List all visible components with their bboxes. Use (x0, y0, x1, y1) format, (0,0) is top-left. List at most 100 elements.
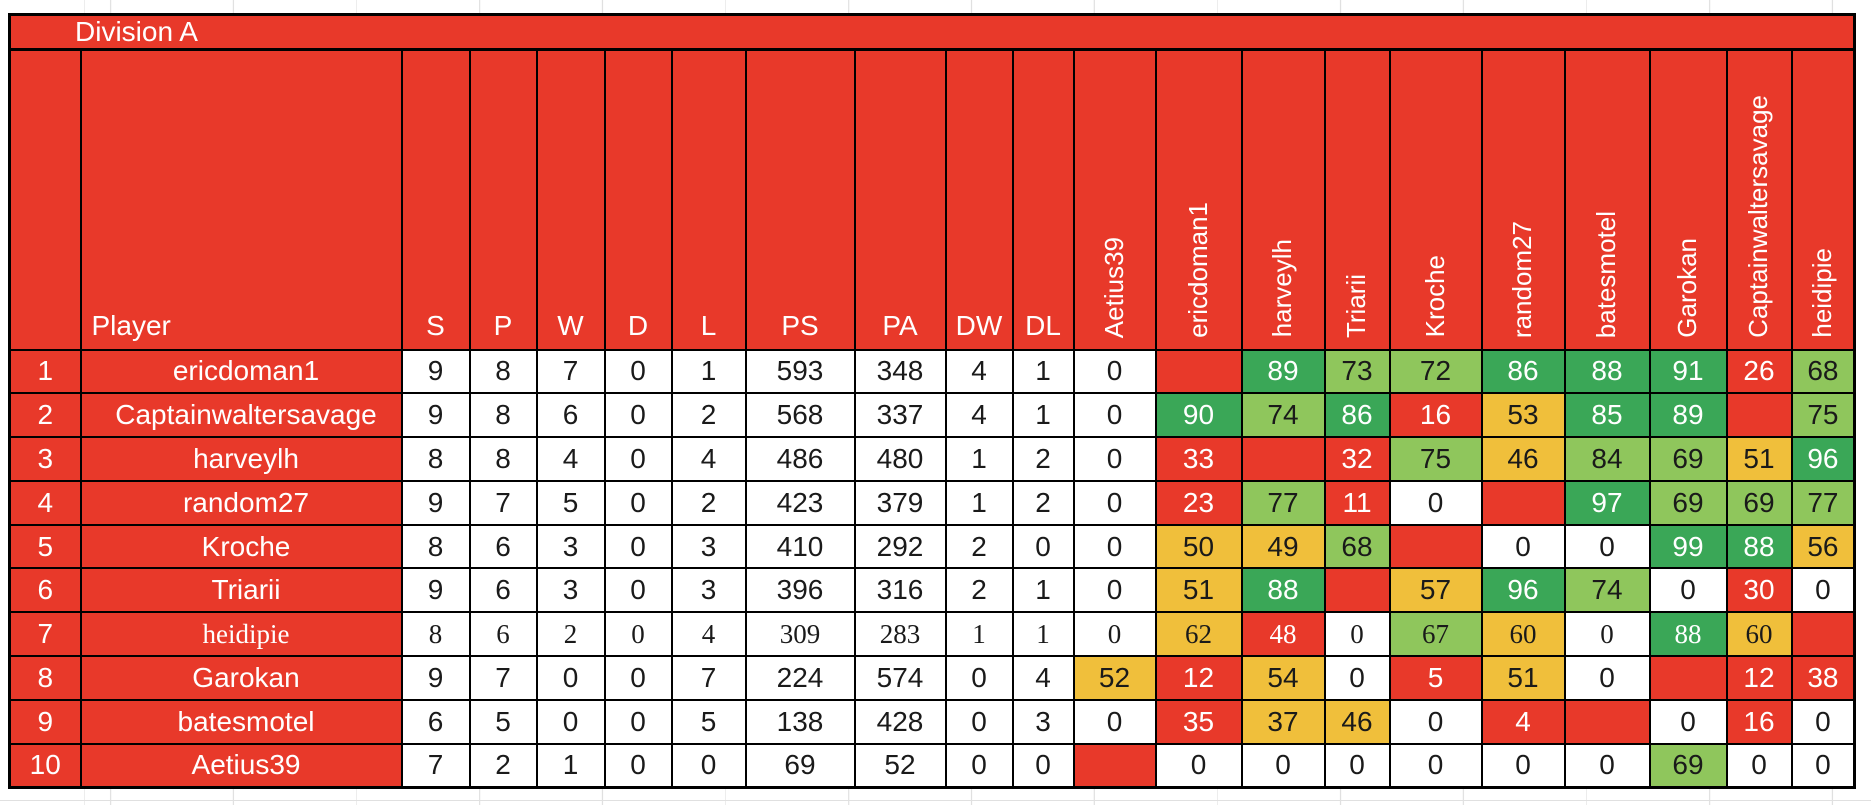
result-cell-vs-Aetius39[interactable]: 0 (1072, 698, 1157, 745)
stat-cell-D[interactable]: 0 (603, 655, 673, 701)
result-cell-vs-Kroche[interactable]: 0 (1388, 479, 1483, 526)
self-diagonal-cell[interactable] (1154, 348, 1243, 395)
stat-cell-L[interactable]: 0 (670, 742, 747, 789)
result-cell-vs-random27[interactable]: 46 (1480, 436, 1566, 482)
opponent-column-header-harveylh[interactable]: harveylh (1240, 48, 1326, 351)
stat-cell-S[interactable]: 9 (400, 348, 471, 395)
result-cell-vs-Triarii[interactable]: 86 (1323, 392, 1391, 439)
stat-cell-DL[interactable]: 0 (1011, 742, 1075, 789)
stat-cell-S[interactable]: 9 (400, 567, 471, 614)
result-cell-vs-random27[interactable]: 51 (1480, 655, 1566, 701)
stat-cell-W[interactable]: 5 (535, 479, 606, 526)
stat-cell-D[interactable]: 0 (603, 698, 673, 745)
self-diagonal-cell[interactable] (1072, 742, 1157, 789)
stat-cell-PA[interactable]: 379 (853, 479, 947, 526)
result-cell-vs-harveylh[interactable]: 88 (1240, 567, 1326, 614)
result-cell-vs-heidipie[interactable]: 0 (1790, 698, 1856, 745)
division-title[interactable]: Division A (7, 13, 1857, 51)
stat-cell-S[interactable]: 8 (400, 523, 471, 570)
stat-cell-S[interactable]: 9 (400, 655, 471, 701)
stat-column-header-DW[interactable]: DW (944, 48, 1014, 351)
result-cell-vs-ericdoman1[interactable]: 12 (1154, 655, 1243, 701)
result-cell-vs-random27[interactable]: 53 (1480, 392, 1566, 439)
result-cell-vs-Kroche[interactable]: 16 (1388, 392, 1483, 439)
stat-cell-W[interactable]: 3 (535, 523, 606, 570)
self-diagonal-cell[interactable] (1790, 611, 1856, 658)
rank-cell[interactable]: 6 (8, 567, 82, 614)
player-name-cell[interactable]: Triarii (79, 567, 403, 614)
result-cell-vs-Aetius39[interactable]: 0 (1072, 567, 1157, 614)
stat-cell-L[interactable]: 2 (670, 479, 747, 526)
result-cell-vs-harveylh[interactable]: 0 (1240, 742, 1326, 789)
result-cell-vs-Triarii[interactable]: 32 (1323, 436, 1391, 482)
stat-cell-S[interactable]: 8 (400, 611, 471, 658)
stat-cell-DL[interactable]: 1 (1011, 611, 1075, 658)
opponent-column-header-heidipie[interactable]: heidipie (1790, 48, 1856, 351)
stat-cell-P[interactable]: 5 (468, 698, 538, 745)
stat-cell-DL[interactable]: 4 (1011, 655, 1075, 701)
stat-cell-P[interactable]: 7 (468, 479, 538, 526)
result-cell-vs-heidipie[interactable]: 0 (1790, 742, 1856, 789)
result-cell-vs-Garokan[interactable]: 69 (1648, 479, 1728, 526)
stat-cell-DW[interactable]: 4 (944, 348, 1014, 395)
stat-cell-DW[interactable]: 0 (944, 655, 1014, 701)
result-cell-vs-Captainwaltersavage[interactable]: 16 (1725, 698, 1793, 745)
result-cell-vs-Garokan[interactable]: 0 (1648, 567, 1728, 614)
stat-cell-PS[interactable]: 224 (744, 655, 856, 701)
stat-cell-DW[interactable]: 0 (944, 742, 1014, 789)
result-cell-vs-Kroche[interactable]: 57 (1388, 567, 1483, 614)
stat-cell-W[interactable]: 6 (535, 392, 606, 439)
stat-cell-PA[interactable]: 480 (853, 436, 947, 482)
stat-cell-D[interactable]: 0 (603, 523, 673, 570)
self-diagonal-cell[interactable] (1725, 392, 1793, 439)
opponent-column-header-Aetius39[interactable]: Aetius39 (1072, 48, 1157, 351)
result-cell-vs-random27[interactable]: 86 (1480, 348, 1566, 395)
stat-column-header-PA[interactable]: PA (853, 48, 947, 351)
result-cell-vs-Garokan[interactable]: 88 (1648, 611, 1728, 658)
result-cell-vs-batesmotel[interactable]: 88 (1563, 348, 1651, 395)
stat-cell-L[interactable]: 3 (670, 523, 747, 570)
result-cell-vs-Garokan[interactable]: 0 (1648, 698, 1728, 745)
stat-cell-DL[interactable]: 3 (1011, 698, 1075, 745)
stat-cell-P[interactable]: 8 (468, 348, 538, 395)
result-cell-vs-Aetius39[interactable]: 52 (1072, 655, 1157, 701)
stat-cell-DW[interactable]: 0 (944, 698, 1014, 745)
result-cell-vs-harveylh[interactable]: 74 (1240, 392, 1326, 439)
result-cell-vs-Captainwaltersavage[interactable]: 30 (1725, 567, 1793, 614)
opponent-column-header-Kroche[interactable]: Kroche (1388, 48, 1483, 351)
result-cell-vs-Triarii[interactable]: 0 (1323, 611, 1391, 658)
result-cell-vs-Kroche[interactable]: 75 (1388, 436, 1483, 482)
stat-cell-P[interactable]: 2 (468, 742, 538, 789)
stat-cell-PA[interactable]: 337 (853, 392, 947, 439)
stat-cell-L[interactable]: 5 (670, 698, 747, 745)
stat-cell-D[interactable]: 0 (603, 348, 673, 395)
selected-cell[interactable]: 396 (744, 567, 856, 614)
result-cell-vs-Garokan[interactable]: 69 (1648, 436, 1728, 482)
player-name-cell[interactable]: Aetius39 (79, 742, 403, 789)
result-cell-vs-Garokan[interactable]: 91 (1648, 348, 1728, 395)
rank-cell[interactable]: 9 (8, 698, 82, 745)
player-name-cell[interactable]: Garokan (79, 655, 403, 701)
stat-cell-PA[interactable]: 316 (853, 567, 947, 614)
result-cell-vs-heidipie[interactable]: 56 (1790, 523, 1856, 570)
stat-cell-W[interactable]: 0 (535, 698, 606, 745)
stat-cell-PA[interactable]: 574 (853, 655, 947, 701)
stat-cell-PS[interactable]: 593 (744, 348, 856, 395)
rank-cell[interactable]: 10 (8, 742, 82, 789)
result-cell-vs-Triarii[interactable]: 0 (1323, 742, 1391, 789)
result-cell-vs-Kroche[interactable]: 67 (1388, 611, 1483, 658)
stat-cell-W[interactable]: 0 (535, 655, 606, 701)
stat-cell-PA[interactable]: 348 (853, 348, 947, 395)
stat-cell-DL[interactable]: 1 (1011, 567, 1075, 614)
opponent-column-header-Triarii[interactable]: Triarii (1323, 48, 1391, 351)
player-name-cell[interactable]: batesmotel (79, 698, 403, 745)
result-cell-vs-batesmotel[interactable]: 0 (1563, 611, 1651, 658)
result-cell-vs-Aetius39[interactable]: 0 (1072, 348, 1157, 395)
stat-cell-PA[interactable]: 52 (853, 742, 947, 789)
stat-cell-W[interactable]: 3 (535, 567, 606, 614)
stat-cell-PA[interactable]: 428 (853, 698, 947, 745)
stat-cell-W[interactable]: 4 (535, 436, 606, 482)
result-cell-vs-random27[interactable]: 0 (1480, 523, 1566, 570)
result-cell-vs-ericdoman1[interactable]: 51 (1154, 567, 1243, 614)
result-cell-vs-heidipie[interactable]: 0 (1790, 567, 1856, 614)
